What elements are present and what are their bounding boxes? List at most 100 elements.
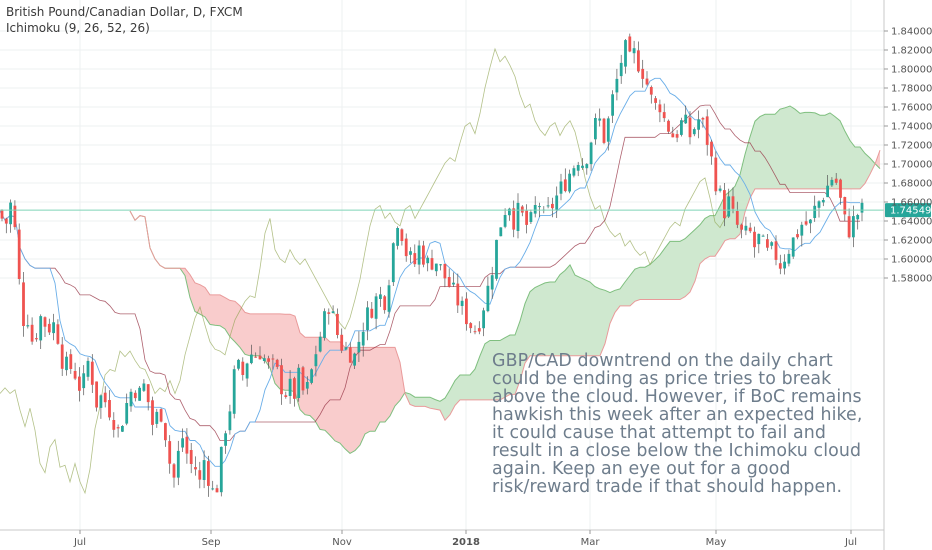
candle-body	[499, 227, 503, 237]
candle-body	[176, 450, 180, 478]
candle-body	[761, 235, 765, 237]
candle-body	[705, 116, 709, 145]
candle-body	[142, 383, 146, 391]
candle	[168, 435, 172, 474]
candle-body	[826, 185, 829, 198]
candle	[787, 249, 791, 267]
price-tick-label: 1.58000	[891, 274, 932, 285]
candle	[391, 242, 395, 286]
cloud-segment	[820, 115, 825, 189]
indicator-legend[interactable]: Ichimoku (9, 26, 52, 26)	[6, 21, 150, 35]
candle-body	[133, 392, 137, 399]
cloud-segment	[680, 238, 685, 300]
cloud-segment	[550, 282, 555, 356]
candle	[314, 345, 318, 377]
candle	[637, 41, 640, 73]
candle	[297, 364, 301, 402]
cloud-segment	[595, 286, 600, 356]
candle	[452, 272, 455, 287]
candle-body	[598, 118, 602, 121]
candle	[198, 461, 202, 489]
candle-body	[426, 257, 430, 264]
candle	[125, 393, 129, 426]
candle-body	[568, 173, 571, 192]
leading-span-a	[129, 105, 881, 455]
candle	[95, 381, 98, 412]
candle	[740, 223, 743, 239]
candle-body	[430, 258, 434, 270]
candle	[65, 351, 68, 376]
candle-body	[783, 261, 786, 269]
candle	[361, 322, 365, 357]
price-axis[interactable]: 1.84000 1.82000 1.80000 1.78000 1.76000 1.740…	[883, 0, 932, 550]
candle	[26, 314, 30, 329]
cloud-segment	[555, 274, 560, 356]
candle	[675, 130, 679, 143]
candle	[456, 273, 460, 313]
candle-body	[258, 355, 262, 360]
candle	[396, 226, 399, 250]
candle-body	[262, 358, 266, 361]
candle	[90, 354, 94, 393]
candle-body	[856, 215, 860, 220]
candle-body	[830, 179, 834, 186]
candle-body	[817, 201, 821, 208]
candle	[723, 183, 726, 227]
cloud-segment	[560, 270, 565, 356]
candle	[52, 313, 55, 341]
candle-body	[370, 308, 374, 318]
candle-body	[671, 133, 675, 138]
time-axis[interactable]: Jul Sep Nov 2018 Mar May Jul	[0, 529, 884, 548]
cloud-segment	[545, 282, 550, 356]
candle-body	[26, 325, 30, 327]
candle-body	[637, 50, 640, 72]
candle	[843, 196, 847, 222]
candle	[159, 408, 163, 423]
candle-body	[439, 264, 442, 266]
candle	[559, 173, 563, 201]
candle-body	[495, 239, 498, 279]
candle-body	[649, 87, 653, 95]
cloud-segment	[650, 259, 655, 300]
candle-body	[69, 354, 73, 369]
candle-body	[551, 203, 554, 209]
candle	[142, 379, 146, 392]
candle-body	[477, 328, 481, 332]
candle	[469, 322, 473, 334]
candle-body	[555, 195, 559, 210]
candle-body	[336, 313, 339, 335]
candle	[366, 301, 369, 341]
candle	[499, 227, 503, 237]
candle-body	[843, 197, 847, 215]
cloud-segment	[365, 347, 370, 434]
candle	[778, 254, 782, 275]
candle	[490, 266, 494, 299]
candle-body	[460, 300, 464, 306]
candle	[563, 168, 567, 193]
candle	[404, 233, 408, 262]
cloud-segment	[770, 114, 775, 189]
lagging-span	[0, 47, 731, 495]
candle	[340, 328, 344, 354]
candle-body	[211, 488, 215, 490]
candle	[112, 412, 116, 438]
cloud-segment	[785, 106, 790, 189]
candle	[813, 195, 817, 222]
candle-body	[271, 358, 275, 360]
candle	[271, 354, 275, 370]
candle	[22, 272, 25, 337]
candle-body	[275, 359, 279, 367]
candle	[718, 185, 722, 193]
candle	[568, 169, 571, 194]
candle-body	[232, 369, 236, 414]
candle	[207, 455, 210, 497]
candle-body	[374, 296, 378, 319]
candle	[60, 337, 64, 376]
cloud-segment	[510, 335, 515, 395]
cloud-segment	[235, 301, 240, 348]
cloud-segment	[485, 340, 490, 400]
candle-body	[778, 263, 782, 269]
candle	[138, 386, 141, 401]
cloud-segment	[410, 393, 415, 407]
